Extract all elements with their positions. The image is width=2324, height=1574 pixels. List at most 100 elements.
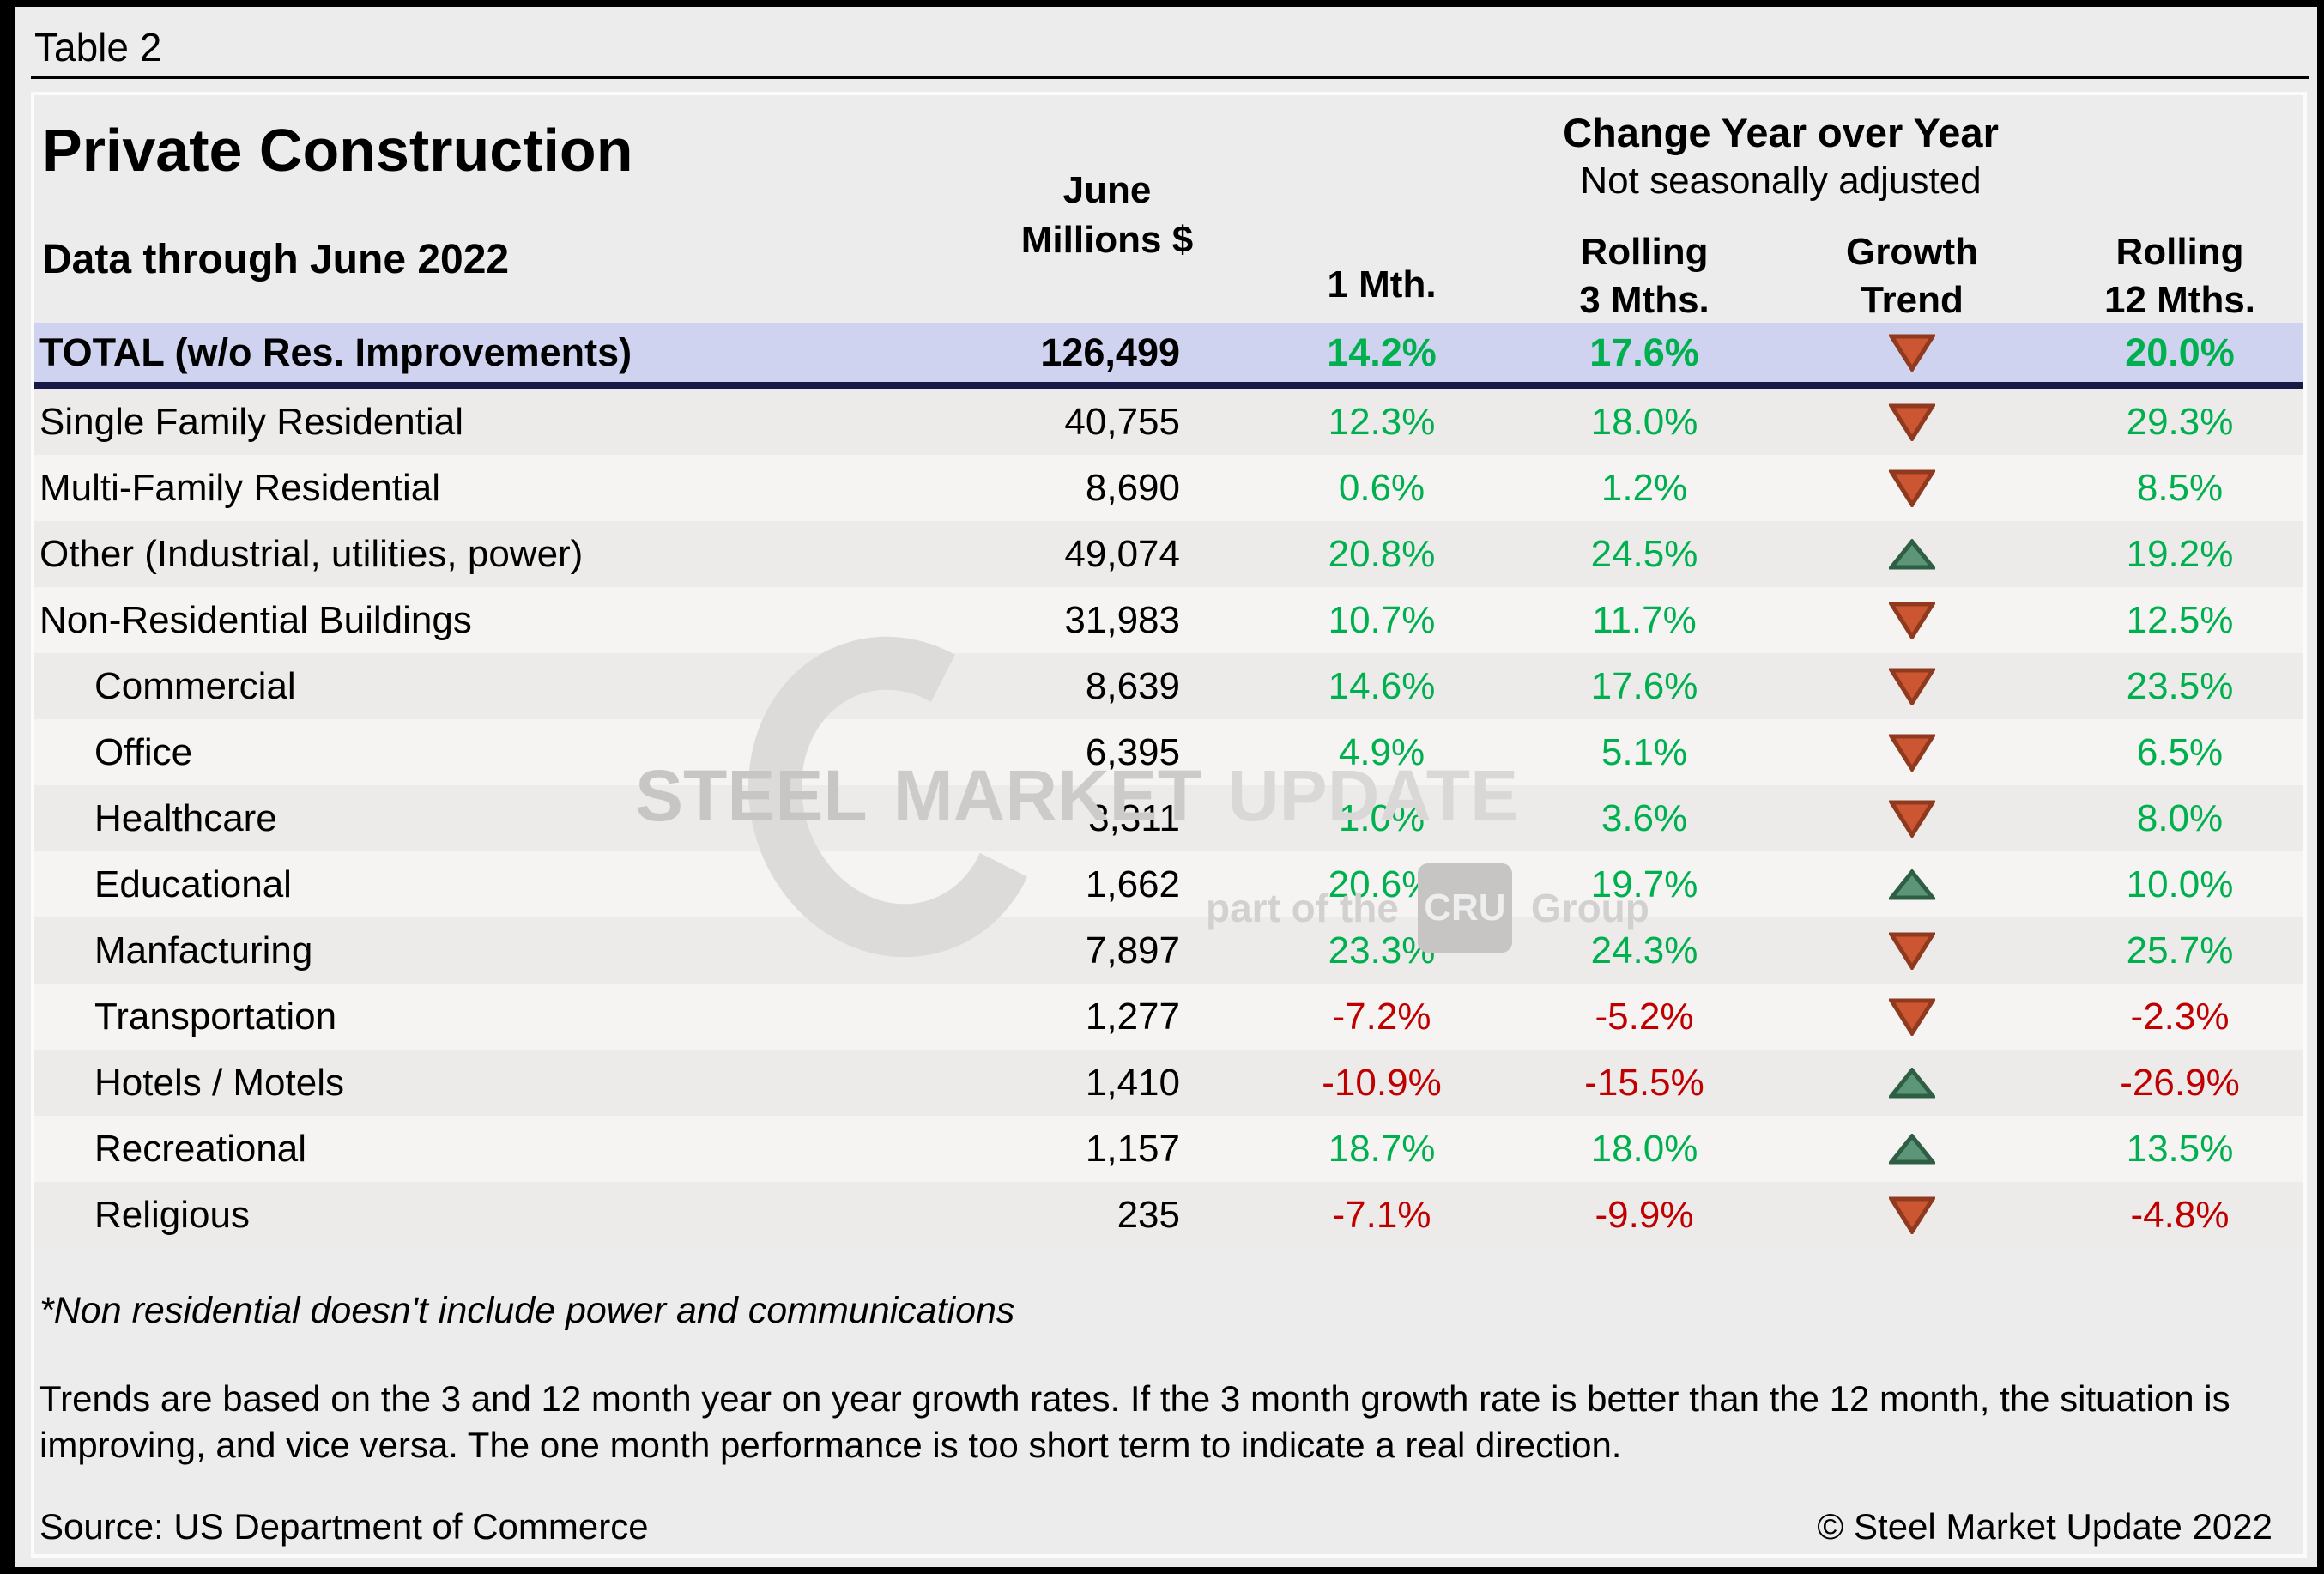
down-arrow-icon (1889, 734, 1935, 772)
page-background: Table 2 STEEL MARKET UPDATE part of the CR… (15, 7, 2317, 1567)
table-row: Transportation 1,277 -7.2% -5.2% -2.3% (34, 984, 2303, 1050)
table-number-label: Table 2 (34, 25, 162, 70)
pct-1mth: 4.9% (1338, 730, 1425, 773)
down-arrow-icon (1889, 932, 1935, 970)
growth-trend-cell (1783, 998, 2041, 1036)
column-header-millions-line1: June (1062, 169, 1152, 211)
column-header-growth-trend: Growth Trend (1783, 228, 2041, 324)
pct-12mths: -2.3% (2130, 995, 2230, 1038)
column-header-line: 12 Mths. (2103, 279, 2256, 321)
table-row: Other (Industrial, utilities, power) 49,… (34, 521, 2303, 587)
pct-1mth: 23.3% (1328, 929, 1436, 972)
row-label: Office (94, 730, 193, 773)
pct-3mths: -5.2% (1595, 995, 1694, 1038)
millions-value: 1,157 (1085, 1127, 1180, 1170)
footnote: *Non residential doesn't include power a… (39, 1290, 1015, 1331)
pct-12mths: 25.7% (2126, 929, 2234, 972)
pct-12mths: -26.9% (2120, 1061, 2240, 1104)
growth-trend-cell (1783, 734, 2041, 772)
pct-12mths: 10.0% (2126, 863, 2234, 905)
growth-trend-cell (1783, 334, 2041, 372)
pct-12mths: 29.3% (2126, 400, 2234, 443)
table-row: Commercial 8,639 14.6% 17.6% 23.5% (34, 653, 2303, 719)
table-row: Multi-Family Residential 8,690 0.6% 1.2%… (34, 455, 2303, 521)
millions-value: 7,897 (1085, 929, 1180, 972)
pct-1mth: 20.8% (1328, 532, 1436, 575)
millions-value: 40,755 (1064, 400, 1180, 443)
pct-1mth: -7.1% (1332, 1193, 1431, 1236)
pct-12mths: 20.0% (2125, 330, 2235, 374)
trends-explanation: Trends are based on the 3 and 12 month y… (39, 1378, 2230, 1465)
pct-12mths: 6.5% (2136, 730, 2224, 773)
row-label: TOTAL (w/o Res. Improvements) (39, 330, 632, 374)
pct-12mths: 8.5% (2136, 466, 2224, 509)
growth-trend-cell (1783, 602, 2041, 639)
source-attribution: Source: US Department of Commerce (39, 1506, 649, 1547)
group-title: Change Year over Year (1563, 110, 1999, 155)
down-arrow-icon (1889, 403, 1935, 441)
table-row: Office 6,395 4.9% 5.1% 6.5% (34, 719, 2303, 785)
header-divider (31, 76, 2309, 79)
down-arrow-icon (1889, 668, 1935, 705)
column-header-line: Trend (1861, 279, 1964, 321)
row-label: Recreational (94, 1127, 307, 1170)
growth-trend-cell (1783, 538, 2041, 570)
pct-1mth: -10.9% (1322, 1061, 1442, 1104)
pct-3mths: 18.0% (1590, 1127, 1698, 1170)
table-row: Educational 1,662 20.6% 19.7% 10.0% (34, 851, 2303, 917)
millions-value: 49,074 (1064, 532, 1180, 575)
growth-trend-cell (1783, 869, 2041, 900)
pct-1mth: 1.0% (1338, 796, 1425, 839)
millions-value: 31,983 (1064, 598, 1180, 641)
up-arrow-icon (1889, 869, 1935, 899)
column-header-line: Rolling (2115, 231, 2244, 273)
pct-3mths: -9.9% (1595, 1193, 1694, 1236)
growth-trend-cell (1783, 469, 2041, 507)
group-subtitle: Not seasonally adjusted (1580, 160, 1982, 202)
pct-3mths: 1.2% (1601, 466, 1688, 509)
down-arrow-icon (1889, 602, 1935, 639)
row-label: Non-Residential Buildings (39, 598, 472, 641)
table-row: Religious 235 -7.1% -9.9% -4.8% (34, 1182, 2303, 1248)
column-header-line: Rolling (1580, 231, 1709, 273)
down-arrow-icon (1889, 469, 1935, 507)
growth-trend-cell (1783, 403, 2041, 441)
pct-3mths: 19.7% (1590, 863, 1698, 905)
millions-value: 1,277 (1085, 995, 1180, 1038)
pct-12mths: 13.5% (2126, 1127, 2234, 1170)
table-row: Single Family Residential 40,755 12.3% 1… (34, 389, 2303, 455)
pct-1mth: 0.6% (1338, 466, 1425, 509)
pct-12mths: 12.5% (2126, 598, 2234, 641)
row-label: Educational (94, 863, 292, 905)
down-arrow-icon (1889, 334, 1935, 372)
page-title: Private Construction (42, 117, 633, 184)
row-label: Commercial (94, 664, 296, 707)
pct-1mth: 14.2% (1327, 330, 1437, 374)
column-header-rolling-3mths: Rolling 3 Mths. (1516, 228, 1773, 324)
millions-value: 126,499 (1040, 330, 1180, 374)
up-arrow-icon (1889, 1067, 1935, 1098)
growth-trend-cell (1783, 800, 2041, 838)
pct-1mth: 10.7% (1328, 598, 1436, 641)
table-row: Hotels / Motels 1,410 -10.9% -15.5% -26.… (34, 1050, 2303, 1116)
column-header-1mth: 1 Mth. (1327, 263, 1437, 306)
row-label: Transportation (94, 995, 337, 1038)
pct-1mth: 12.3% (1328, 400, 1436, 443)
table-row: Non-Residential Buildings 31,983 10.7% 1… (34, 587, 2303, 653)
pct-12mths: 8.0% (2136, 796, 2224, 839)
table-row: Manfacturing 7,897 23.3% 24.3% 25.7% (34, 917, 2303, 984)
row-label: Multi-Family Residential (39, 466, 441, 509)
pct-3mths: 17.6% (1590, 664, 1698, 707)
pct-12mths: -4.8% (2130, 1193, 2230, 1236)
data-through-subtitle: Data through June 2022 (42, 237, 510, 282)
growth-trend-cell (1783, 1196, 2041, 1234)
row-label: Manfacturing (94, 929, 313, 972)
copyright-notice: © Steel Market Update 2022 (1817, 1506, 2273, 1547)
row-label: Religious (94, 1193, 250, 1236)
column-header-line: Growth (1846, 231, 1978, 273)
change-yoy-group-header: Change Year over Year Not seasonally adj… (1253, 109, 2309, 205)
row-label: Single Family Residential (39, 400, 463, 443)
millions-value: 3,311 (1088, 796, 1180, 839)
column-header-rolling-12mths: Rolling 12 Mths. (2051, 228, 2309, 324)
